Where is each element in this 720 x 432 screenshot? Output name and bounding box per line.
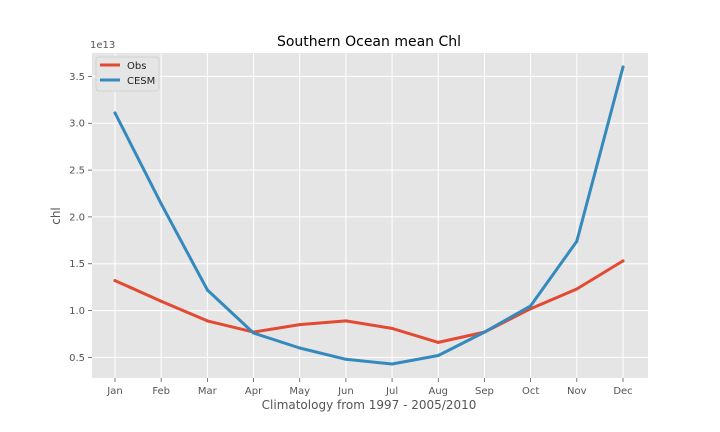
x-tick-label: Sep xyxy=(475,386,494,397)
y-tick-label: 1.0 xyxy=(69,306,85,317)
data-point-cesm xyxy=(344,357,348,361)
data-point-obs xyxy=(621,259,625,263)
plot-background xyxy=(92,53,648,378)
data-point-cesm xyxy=(390,362,394,366)
data-point-obs xyxy=(205,319,209,323)
data-point-obs xyxy=(113,279,117,283)
y-tick-label: 1.5 xyxy=(69,259,85,270)
x-tick-label: Apr xyxy=(245,386,263,397)
data-point-obs xyxy=(575,287,579,291)
x-tick-labels: Jan Feb Mar Apr May Jun Jul Aug Sep Oct Nov Dec xyxy=(106,378,633,397)
data-point-cesm xyxy=(159,202,163,206)
y-tick-label: 3.0 xyxy=(69,119,85,130)
data-point-cesm xyxy=(436,354,440,358)
series-lines xyxy=(113,65,625,366)
data-point-cesm xyxy=(482,330,486,334)
x-tick-label: Dec xyxy=(613,386,632,397)
data-point-obs xyxy=(344,319,348,323)
x-tick-label: May xyxy=(289,386,310,397)
legend: Obs CESM xyxy=(95,56,160,92)
x-tick-label: Oct xyxy=(522,386,539,397)
data-point-cesm xyxy=(575,239,579,243)
data-point-cesm xyxy=(252,331,256,335)
x-tick-label: Feb xyxy=(152,386,170,397)
y-axis-label: chl xyxy=(49,207,63,225)
data-point-cesm xyxy=(205,288,209,292)
series-line-obs xyxy=(113,259,625,344)
x-tick-label: Jan xyxy=(106,386,122,397)
y-offset-label: 1e13 xyxy=(90,40,115,51)
data-point-cesm xyxy=(298,346,302,350)
series-line-cesm xyxy=(113,65,625,366)
data-point-obs xyxy=(436,340,440,344)
data-point-obs xyxy=(390,326,394,330)
x-axis-label: Climatology from 1997 - 2005/2010 xyxy=(262,398,477,412)
data-point-cesm xyxy=(529,304,533,308)
x-tick-label: Jul xyxy=(385,386,398,397)
y-tick-label: 3.5 xyxy=(69,72,85,83)
x-tick-label: Mar xyxy=(198,386,218,397)
y-tick-labels: 0.5 1.0 1.5 2.0 2.5 3.0 3.5 xyxy=(69,72,92,364)
grid xyxy=(92,53,648,378)
y-tick-label: 2.5 xyxy=(69,166,85,177)
data-point-cesm xyxy=(113,111,117,115)
y-tick-label: 2.0 xyxy=(69,212,85,223)
data-point-obs xyxy=(298,323,302,327)
y-tick-label: 0.5 xyxy=(69,353,85,364)
legend-label-obs: Obs xyxy=(127,61,146,72)
chart-title: Southern Ocean mean Chl xyxy=(277,34,461,50)
x-tick-label: Jun xyxy=(337,386,354,397)
data-point-obs xyxy=(159,299,163,303)
legend-label-cesm: CESM xyxy=(127,76,155,87)
x-tick-label: Nov xyxy=(567,386,587,397)
data-point-cesm xyxy=(621,65,625,69)
x-tick-label: Aug xyxy=(429,386,449,397)
